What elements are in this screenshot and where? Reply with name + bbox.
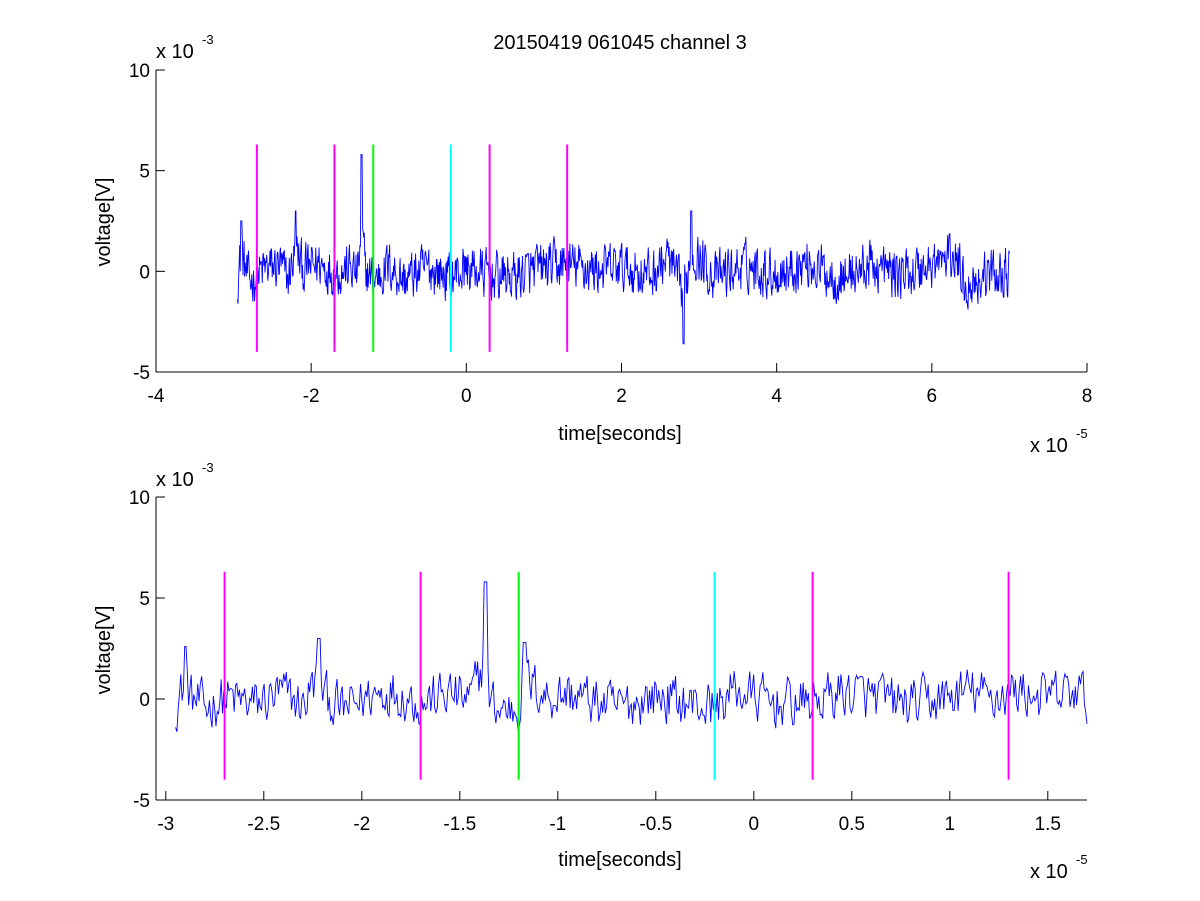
bottom-x-tick-label: -0.5 <box>639 814 672 835</box>
bottom-x-tick-label: 1 <box>945 814 956 835</box>
bottom-x-tick-label: -1 <box>549 814 566 835</box>
bottom-y-tick-label: 10 <box>129 488 150 509</box>
top-x-tick-label: 8 <box>1082 386 1093 407</box>
bottom-panel: x 10 -3 -3 -2.5 -2 -1.5 -1 -0.5 0 0.5 1 1.5 -5 0 5 10… <box>93 460 1088 883</box>
top-y-tick-label: 0 <box>139 262 150 283</box>
top-x-multiplier-base: x 10 <box>1030 435 1068 457</box>
bottom-x-multiplier: x 10 -5 <box>1030 852 1088 883</box>
bottom-x-tick-label: -2 <box>353 814 370 835</box>
bottom-x-multiplier-exp: -5 <box>1076 852 1088 867</box>
top-x-tick-label: -2 <box>303 386 320 407</box>
top-y-axis-label: voltage[V] <box>93 178 115 267</box>
top-x-tick-label: 6 <box>927 386 938 407</box>
top-x-tick-label: -4 <box>148 386 165 407</box>
top-x-axis-label: time[seconds] <box>558 423 681 445</box>
bottom-x-tick-label: 0 <box>749 814 760 835</box>
bottom-plot-area: -3 -2.5 -2 -1.5 -1 -0.5 0 0.5 1 1.5 -5 0 5 10 <box>129 488 1088 835</box>
bottom-y-multiplier-base: x 10 <box>156 469 194 491</box>
bottom-x-tick-label: 1.5 <box>1035 814 1061 835</box>
top-x-tick-label: 2 <box>616 386 627 407</box>
bottom-x-tick-label: -3 <box>157 814 174 835</box>
top-panel: x 10 -3 -4 -2 0 2 4 6 8 -5 0 5 10 time[seconds] vo… <box>93 32 1092 457</box>
top-x-multiplier: x 10 -5 <box>1030 426 1088 457</box>
top-y-tick-label: 5 <box>139 162 150 183</box>
chart-title: 20150419 061045 channel 3 <box>493 32 747 54</box>
top-x-tick-label: 4 <box>771 386 782 407</box>
top-y-multiplier-exp: -3 <box>202 32 214 47</box>
bottom-x-tick-label: -2.5 <box>247 814 280 835</box>
bottom-y-tick-label: -5 <box>133 791 150 812</box>
bottom-y-axis-label: voltage[V] <box>93 606 115 695</box>
bottom-y-tick-label: 0 <box>139 690 150 711</box>
top-signal-series <box>237 154 1010 345</box>
bottom-y-multiplier-exp: -3 <box>202 460 214 475</box>
bottom-x-axis-label: time[seconds] <box>558 849 681 871</box>
top-x-tick-label: 0 <box>461 386 472 407</box>
bottom-x-tick-label: 0.5 <box>839 814 865 835</box>
top-y-multiplier-base: x 10 <box>156 41 194 63</box>
top-plot-area: -4 -2 0 2 4 6 8 -5 0 5 10 <box>129 61 1092 407</box>
bottom-y-multiplier: x 10 -3 <box>156 460 214 491</box>
bottom-x-tick-label: -1.5 <box>443 814 476 835</box>
top-y-tick-label: -5 <box>133 363 150 384</box>
top-x-multiplier-exp: -5 <box>1076 426 1088 441</box>
bottom-signal-series <box>175 581 1088 733</box>
top-y-tick-label: 10 <box>129 61 150 82</box>
top-y-multiplier: x 10 -3 <box>156 32 214 63</box>
bottom-y-tick-label: 5 <box>139 589 150 610</box>
bottom-x-multiplier-base: x 10 <box>1030 861 1068 883</box>
